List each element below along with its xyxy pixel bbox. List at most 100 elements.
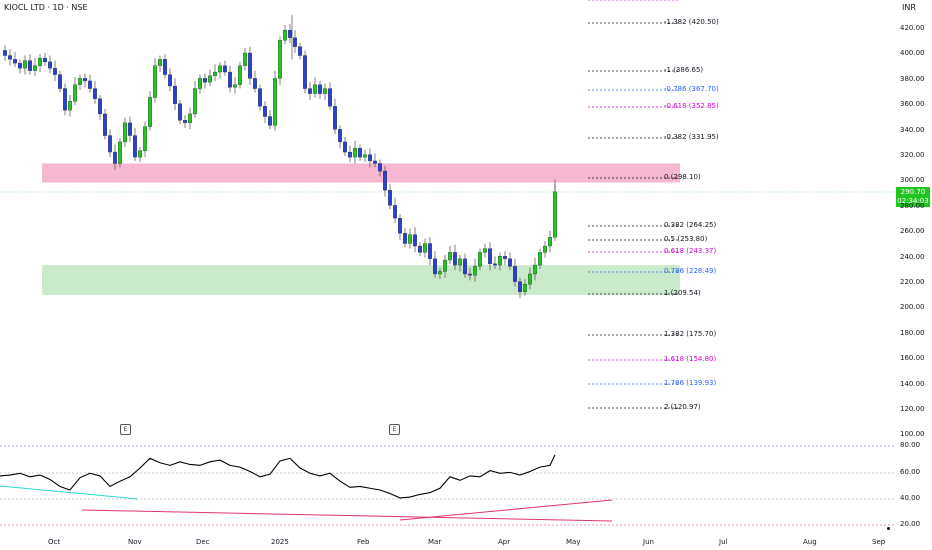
candle-body bbox=[383, 170, 387, 191]
trendlines-layer bbox=[0, 485, 613, 522]
last-price-value: 290.70 bbox=[900, 188, 926, 196]
candle-body bbox=[313, 84, 317, 94]
price-tick-label: 300.00 bbox=[900, 176, 925, 185]
candle-body bbox=[548, 236, 552, 247]
candle-body bbox=[263, 106, 267, 117]
candles-layer bbox=[3, 14, 557, 299]
price-tick-label: 120.00 bbox=[900, 405, 925, 413]
candle-body bbox=[38, 57, 42, 66]
fib-label: 0.786 (228.49) bbox=[664, 267, 717, 275]
candle-body bbox=[353, 148, 357, 158]
candle-body bbox=[88, 80, 92, 89]
settings-dot-icon[interactable] bbox=[887, 527, 890, 530]
earnings-marker[interactable]: E bbox=[389, 424, 400, 435]
currency-label: INR bbox=[902, 3, 916, 12]
symbol-title[interactable]: KIOCL LTD · 1D · NSE bbox=[4, 3, 88, 12]
candle-body bbox=[53, 68, 57, 75]
candle-body bbox=[143, 126, 147, 151]
candle-body bbox=[78, 78, 82, 85]
candle-body bbox=[168, 74, 172, 87]
candle-body bbox=[473, 266, 477, 276]
candle-body bbox=[158, 59, 162, 66]
candle-body bbox=[118, 141, 122, 164]
time-tick-label: Aug bbox=[803, 538, 817, 546]
candle-body bbox=[363, 154, 367, 158]
candle-body bbox=[23, 60, 27, 69]
candle-body bbox=[323, 88, 327, 94]
candle-body bbox=[553, 191, 557, 238]
fib-label: -0.786 (367.70) bbox=[664, 85, 719, 93]
fib-label: 1.382 (175.70) bbox=[664, 330, 717, 338]
candle-body bbox=[278, 40, 282, 79]
candle-body bbox=[288, 29, 292, 38]
price-tick-label: 340.00 bbox=[900, 125, 925, 134]
rsi-tick-label: 80.00 bbox=[900, 441, 921, 449]
time-tick-label: Jul bbox=[719, 538, 728, 546]
price-tick-label: 100.00 bbox=[900, 430, 925, 439]
candle-body bbox=[8, 55, 12, 60]
candle-body bbox=[303, 55, 307, 89]
candle-body bbox=[403, 233, 407, 244]
price-tick-label: 360.00 bbox=[900, 100, 925, 109]
fib-label: 0.618 (243.37) bbox=[664, 247, 717, 255]
candle-body bbox=[213, 71, 217, 77]
candle-body bbox=[533, 264, 537, 275]
time-tick-label: May bbox=[566, 538, 581, 546]
time-tick-label: 2025 bbox=[271, 538, 289, 546]
candle-body bbox=[238, 65, 242, 85]
demand-zone bbox=[42, 265, 680, 295]
price-tick-label: 160.00 bbox=[900, 354, 925, 363]
time-tick-label: Oct bbox=[48, 538, 61, 546]
candle-body bbox=[163, 59, 167, 75]
candle-body bbox=[273, 78, 277, 126]
candle-body bbox=[348, 151, 352, 158]
candle-body bbox=[518, 281, 522, 292]
fib-label: 0.382 (264.25) bbox=[664, 221, 717, 229]
time-tick-label: Dec bbox=[196, 538, 210, 546]
candle-body bbox=[308, 88, 312, 94]
candle-body bbox=[433, 258, 437, 275]
candle-body bbox=[428, 243, 432, 259]
rsi-tick-label: 60.00 bbox=[900, 468, 921, 476]
candle-body bbox=[523, 283, 527, 292]
candle-body bbox=[193, 88, 197, 115]
candle-body bbox=[283, 29, 287, 41]
candle-body bbox=[268, 116, 272, 126]
candle-body bbox=[228, 71, 232, 88]
candle-body bbox=[68, 101, 72, 111]
candle-body bbox=[98, 98, 102, 115]
time-tick-label: Apr bbox=[498, 538, 511, 546]
candle-body bbox=[208, 75, 212, 83]
candle-body bbox=[318, 84, 322, 94]
candle-body bbox=[123, 122, 127, 143]
candle-body bbox=[28, 60, 32, 71]
candle-body bbox=[63, 88, 67, 111]
candle-body bbox=[478, 252, 482, 267]
candle-body bbox=[298, 46, 302, 56]
candle-body bbox=[153, 65, 157, 98]
candle-body bbox=[328, 88, 332, 107]
candle-body bbox=[338, 129, 342, 143]
candle-body bbox=[218, 65, 222, 73]
candle-body bbox=[103, 113, 107, 136]
candle-body bbox=[3, 50, 7, 56]
candle-body bbox=[468, 273, 472, 276]
candle-body bbox=[408, 234, 412, 244]
candle-body bbox=[448, 252, 452, 261]
fib-label: 1.786 (139.93) bbox=[664, 379, 717, 387]
fib-label: 2 (120.97) bbox=[664, 403, 701, 411]
candle-body bbox=[438, 271, 442, 275]
candle-body bbox=[483, 248, 487, 253]
earnings-marker[interactable]: E bbox=[120, 424, 131, 435]
candle-body bbox=[513, 266, 517, 282]
price-tick-label: 280.00 bbox=[900, 201, 925, 210]
last-price-tag: 290.70 02:34:03 bbox=[896, 187, 930, 207]
supply-zone bbox=[42, 163, 680, 183]
price-tick-label: 400.00 bbox=[900, 49, 925, 58]
time-tick-label: Jun bbox=[643, 538, 654, 546]
candle-body bbox=[413, 234, 417, 247]
candle-body bbox=[368, 154, 372, 162]
candle-body bbox=[248, 52, 252, 79]
candle-body bbox=[73, 84, 77, 102]
